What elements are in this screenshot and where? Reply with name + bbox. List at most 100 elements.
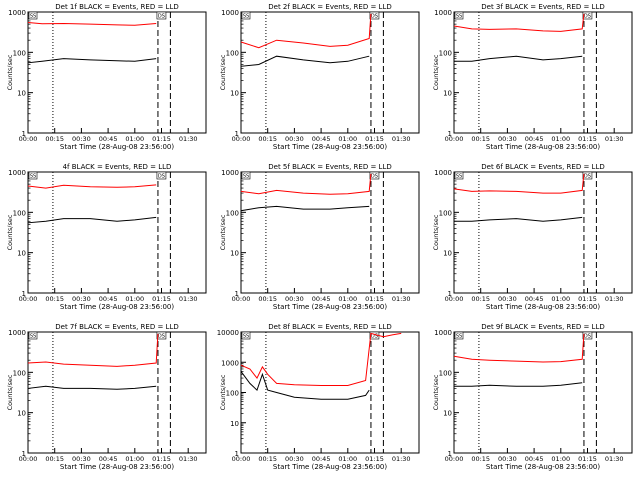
x-tick-label: 00:30 (285, 455, 304, 463)
x-tick-label: 00:00 (19, 135, 38, 143)
y-tick-label: 1 (448, 450, 452, 458)
y-tick-label: 1 (235, 450, 239, 458)
x-tick-label: 00:00 (19, 455, 38, 463)
x-tick-label: 00:00 (232, 455, 251, 463)
plot-frame (453, 331, 633, 454)
y-tick-label: 10 (443, 250, 452, 258)
ds-marker-label: DS (158, 174, 165, 180)
x-tick-label: 00:45 (312, 135, 331, 143)
x-tick-label: 01:15 (152, 295, 171, 303)
y-tick-label: 1000 (8, 329, 26, 337)
x-axis-label: Start Time (28-Aug-08 23:56:00) (273, 303, 387, 311)
x-axis-label: Start Time (28-Aug-08 23:56:00) (60, 303, 174, 311)
chart-title: Det 1f BLACK = Events, RED = LLD (55, 3, 178, 11)
ds-marker-label: DS (584, 334, 591, 340)
ds-marker-label: DS (371, 14, 378, 20)
y-tick-label: 100 (13, 209, 26, 217)
x-axis-label: Start Time (28-Aug-08 23:56:00) (273, 463, 387, 471)
chart-title: Det 2f BLACK = Events, RED = LLD (268, 3, 391, 11)
ss-marker-box (241, 11, 251, 20)
series-line-events (240, 371, 370, 400)
ss-marker-box (454, 11, 464, 20)
x-tick-label: 00:30 (498, 295, 517, 303)
x-tick-label: 01:15 (365, 135, 384, 143)
y-tick-label: 1000 (221, 9, 239, 17)
x-tick-label: 00:00 (232, 295, 251, 303)
ss-marker-label: SS (30, 334, 36, 340)
y-tick-label: 1 (235, 130, 239, 138)
y-axis-label: Counts/sec (6, 214, 14, 250)
ss-marker-box (28, 11, 38, 20)
x-tick-label: 00:45 (525, 295, 544, 303)
x-tick-label: 01:15 (152, 135, 171, 143)
y-axis-label: Counts/sec (432, 214, 440, 250)
series-line-events (27, 216, 157, 237)
x-tick-label: 00:45 (525, 455, 544, 463)
x-tick-label: 00:15 (258, 135, 277, 143)
x-tick-label: 01:15 (578, 295, 597, 303)
ds-marker-label: DS (584, 174, 591, 180)
y-axis-label: Counts/sec (6, 54, 14, 90)
ds-marker-label: DS (584, 14, 591, 20)
ds-marker-box (156, 171, 167, 180)
x-tick-label: 01:00 (125, 135, 144, 143)
x-tick-label: 00:15 (45, 135, 64, 143)
ss-marker-label: SS (243, 14, 249, 20)
x-tick-label: 00:15 (471, 455, 490, 463)
x-tick-label: 00:45 (99, 135, 118, 143)
plot-frame (27, 171, 207, 294)
series-line-events (27, 58, 157, 77)
x-tick-label: 01:00 (125, 455, 144, 463)
y-tick-label: 1 (448, 130, 452, 138)
x-axis-label: Start Time (28-Aug-08 23:56:00) (60, 463, 174, 471)
chart-title: Det 6f BLACK = Events, RED = LLD (481, 163, 604, 171)
x-tick-label: 01:00 (338, 295, 357, 303)
series-line-lld (240, 173, 372, 195)
ss-marker-label: SS (456, 334, 462, 340)
chart-title: 4f BLACK = Events, RED = LLD (63, 163, 172, 171)
y-tick-label: 1000 (434, 329, 452, 337)
ds-marker-box (582, 11, 593, 20)
chart-title: Det 9f BLACK = Events, RED = LLD (481, 323, 604, 331)
ss-marker-box (28, 331, 38, 340)
ss-marker-label: SS (243, 174, 249, 180)
x-axis-label: Start Time (28-Aug-08 23:56:00) (486, 463, 600, 471)
series-line-events (240, 205, 370, 222)
x-axis-label: Start Time (28-Aug-08 23:56:00) (60, 143, 174, 151)
chart-title: Det 5f BLACK = Events, RED = LLD (268, 163, 391, 171)
y-tick-label: 10 (17, 410, 26, 418)
chart-panel-9: Det 9f BLACK = Events, RED = LLD 1 10 100 10… (432, 323, 633, 471)
y-tick-label: 100 (439, 49, 452, 57)
x-tick-label: 01:30 (392, 295, 411, 303)
series-line-lld (453, 173, 585, 194)
ds-marker-label: DS (158, 14, 165, 20)
y-tick-label: 1000 (221, 359, 239, 367)
x-tick-label: 01:15 (578, 135, 597, 143)
x-tick-label: 00:45 (312, 455, 331, 463)
ss-marker-label: SS (456, 14, 462, 20)
y-tick-label: 1 (22, 290, 26, 298)
x-tick-label: 01:00 (551, 455, 570, 463)
y-tick-label: 10 (443, 90, 452, 98)
series-line-lld (240, 332, 402, 386)
x-tick-label: 00:30 (72, 455, 91, 463)
x-tick-label: 01:15 (578, 455, 597, 463)
x-tick-label: 00:30 (498, 455, 517, 463)
x-tick-label: 01:15 (152, 455, 171, 463)
x-tick-label: 00:45 (99, 455, 118, 463)
series-line-lld (27, 184, 157, 189)
y-tick-label: 10 (17, 250, 26, 258)
chart-title: Det 3f BLACK = Events, RED = LLD (481, 3, 604, 11)
series-line-lld (453, 333, 585, 363)
ss-marker-label: SS (456, 174, 462, 180)
x-tick-label: 00:00 (19, 295, 38, 303)
y-tick-label: 10 (443, 410, 452, 418)
series-line-events (27, 385, 157, 401)
ss-marker-box (241, 331, 251, 340)
x-tick-label: 01:00 (338, 455, 357, 463)
x-axis-label: Start Time (28-Aug-08 23:56:00) (273, 143, 387, 151)
plot-frame (27, 331, 207, 454)
chart-panel-1: Det 1f BLACK = Events, RED = LLD 1 10 100 10… (6, 3, 207, 151)
series-line-lld (27, 333, 159, 367)
